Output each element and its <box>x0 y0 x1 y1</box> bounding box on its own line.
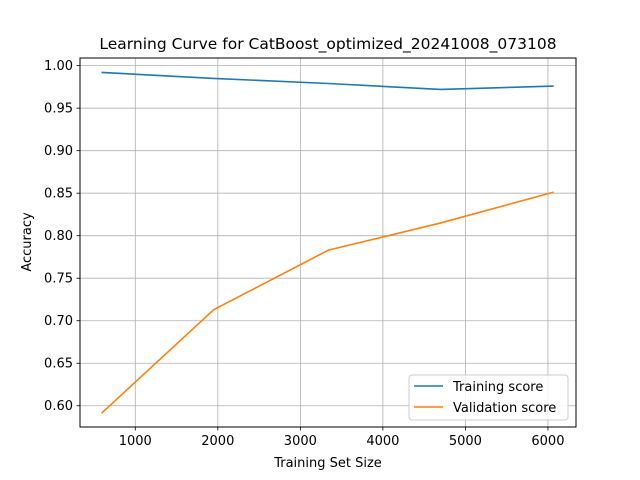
x-tick-label: 4000 <box>366 434 399 449</box>
x-tick-label: 6000 <box>531 434 564 449</box>
y-tick-label: 0.75 <box>44 272 73 287</box>
y-tick-label: 0.90 <box>44 144 73 159</box>
series-line-training <box>101 71 554 91</box>
x-tick-label: 3000 <box>284 434 317 449</box>
y-tick-label: 0.80 <box>44 229 73 244</box>
y-tick-label: 1.00 <box>44 59 73 74</box>
y-tick-label: 0.85 <box>44 187 73 202</box>
y-axis-ticks: 0.60 0.65 0.70 0.75 0.80 0.85 0.90 0.95 1.00 <box>44 59 80 414</box>
x-axis-label: Training Set Size <box>273 456 382 471</box>
grid-lines <box>80 58 576 427</box>
x-tick-label: 5000 <box>449 434 482 449</box>
y-tick-label: 0.65 <box>44 357 73 372</box>
x-axis-ticks: 1000 2000 3000 4000 5000 6000 <box>119 427 564 449</box>
x-tick-label: 1000 <box>119 434 152 449</box>
y-tick-label: 0.95 <box>44 102 73 117</box>
y-tick-label: 0.60 <box>44 399 73 414</box>
series-line-validation <box>101 191 554 414</box>
legend: Training score Validation score <box>408 374 569 421</box>
y-axis-label: Accuracy <box>20 212 35 272</box>
chart-title: Learning Curve for CatBoost_optimized_20… <box>99 35 556 54</box>
x-tick-label: 2000 <box>201 434 234 449</box>
legend-label-training: Training score <box>452 380 543 395</box>
y-tick-label: 0.70 <box>44 314 73 329</box>
legend-box <box>408 374 569 421</box>
series-lines <box>101 71 554 414</box>
plot-area-frame <box>79 57 577 428</box>
legend-label-validation: Validation score <box>453 401 556 416</box>
